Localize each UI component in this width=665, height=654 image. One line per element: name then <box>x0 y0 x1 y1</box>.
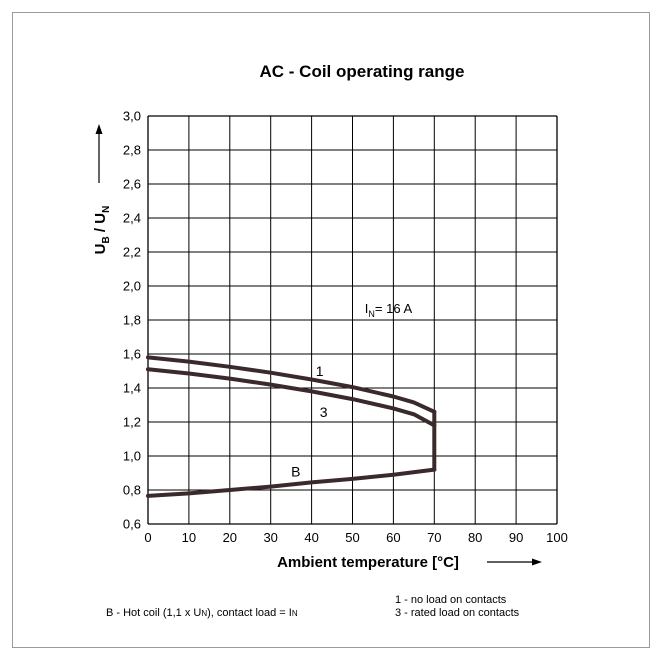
x-tick-label: 20 <box>223 530 237 545</box>
tick-labels: 0 10 20 30 40 50 60 70 80 90 100 0,6 0,8 1,0 1,2 1,4 1,6… <box>123 109 568 546</box>
series-line-1 <box>146 355 437 414</box>
y-tick-label: 2,6 <box>123 177 141 192</box>
x-axis-label: Ambient temperature [°C] <box>277 554 459 571</box>
x-tick-label: 10 <box>182 530 196 545</box>
x-tick-label: 30 <box>263 530 277 545</box>
y-axis-arrow <box>95 124 103 183</box>
x-tick-label: 70 <box>427 530 441 545</box>
curves <box>146 355 437 498</box>
footnote-b-sub2: N <box>292 609 298 618</box>
x-tick-label: 50 <box>345 530 359 545</box>
annotation-sub: N <box>368 309 375 319</box>
series-line-3 <box>146 367 437 428</box>
y-label-main: U <box>92 243 109 254</box>
y-tick-label: 2,8 <box>123 143 141 158</box>
annotation-prefix: I <box>365 301 369 316</box>
y-tick-label: 2,0 <box>123 279 141 294</box>
y-tick-label: 2,2 <box>123 245 141 260</box>
current-annotation: IN= 16 A <box>365 301 413 319</box>
x-tick-label: 40 <box>304 530 318 545</box>
x-tick-label: 80 <box>468 530 482 545</box>
curve-labels: 1 3 B <box>291 363 328 479</box>
annotation-text: = 16 A <box>375 301 413 316</box>
series-line-B <box>146 467 437 498</box>
x-axis-arrow <box>487 558 542 566</box>
x-tick-label: 100 <box>546 530 568 545</box>
chart-title: AC - Coil operating range <box>260 62 465 81</box>
y-tick-label: 1,2 <box>123 415 141 430</box>
y-label-mid: / U <box>92 213 109 236</box>
x-tick-label: 90 <box>509 530 523 545</box>
series-label-3: 3 <box>320 404 328 420</box>
y-tick-label: 2,4 <box>123 211 141 226</box>
footnote-b-prefix: B - Hot coil (1,1 x U <box>106 607 201 619</box>
footnote-b-sub1: N <box>201 609 207 618</box>
grid-lines <box>147 115 558 525</box>
y-tick-label: 3,0 <box>123 109 141 124</box>
series-label-B: B <box>291 463 300 479</box>
y-tick-label: 0,8 <box>123 483 141 498</box>
chart-frame <box>12 12 650 648</box>
y-axis-label: UB / UN <box>92 206 112 255</box>
footnote-3: 3 - rated load on contacts <box>395 607 520 619</box>
series-label-1: 1 <box>316 363 324 379</box>
footnote-b: B - Hot coil (1,1 x UN), contact load = … <box>106 607 298 619</box>
y-tick-label: 1,4 <box>123 381 141 396</box>
footnote-1: 1 - no load on contacts <box>395 594 507 606</box>
footnote-b-mid: ), contact load = I <box>207 607 292 619</box>
y-label-sub2: N <box>101 206 112 213</box>
y-label-sub1: B <box>101 236 112 243</box>
y-tick-label: 0,6 <box>123 517 141 532</box>
y-tick-label: 1,8 <box>123 313 141 328</box>
y-tick-label: 1,6 <box>123 347 141 362</box>
x-tick-label: 60 <box>386 530 400 545</box>
x-tick-label: 0 <box>144 530 151 545</box>
y-tick-label: 1,0 <box>123 449 141 464</box>
